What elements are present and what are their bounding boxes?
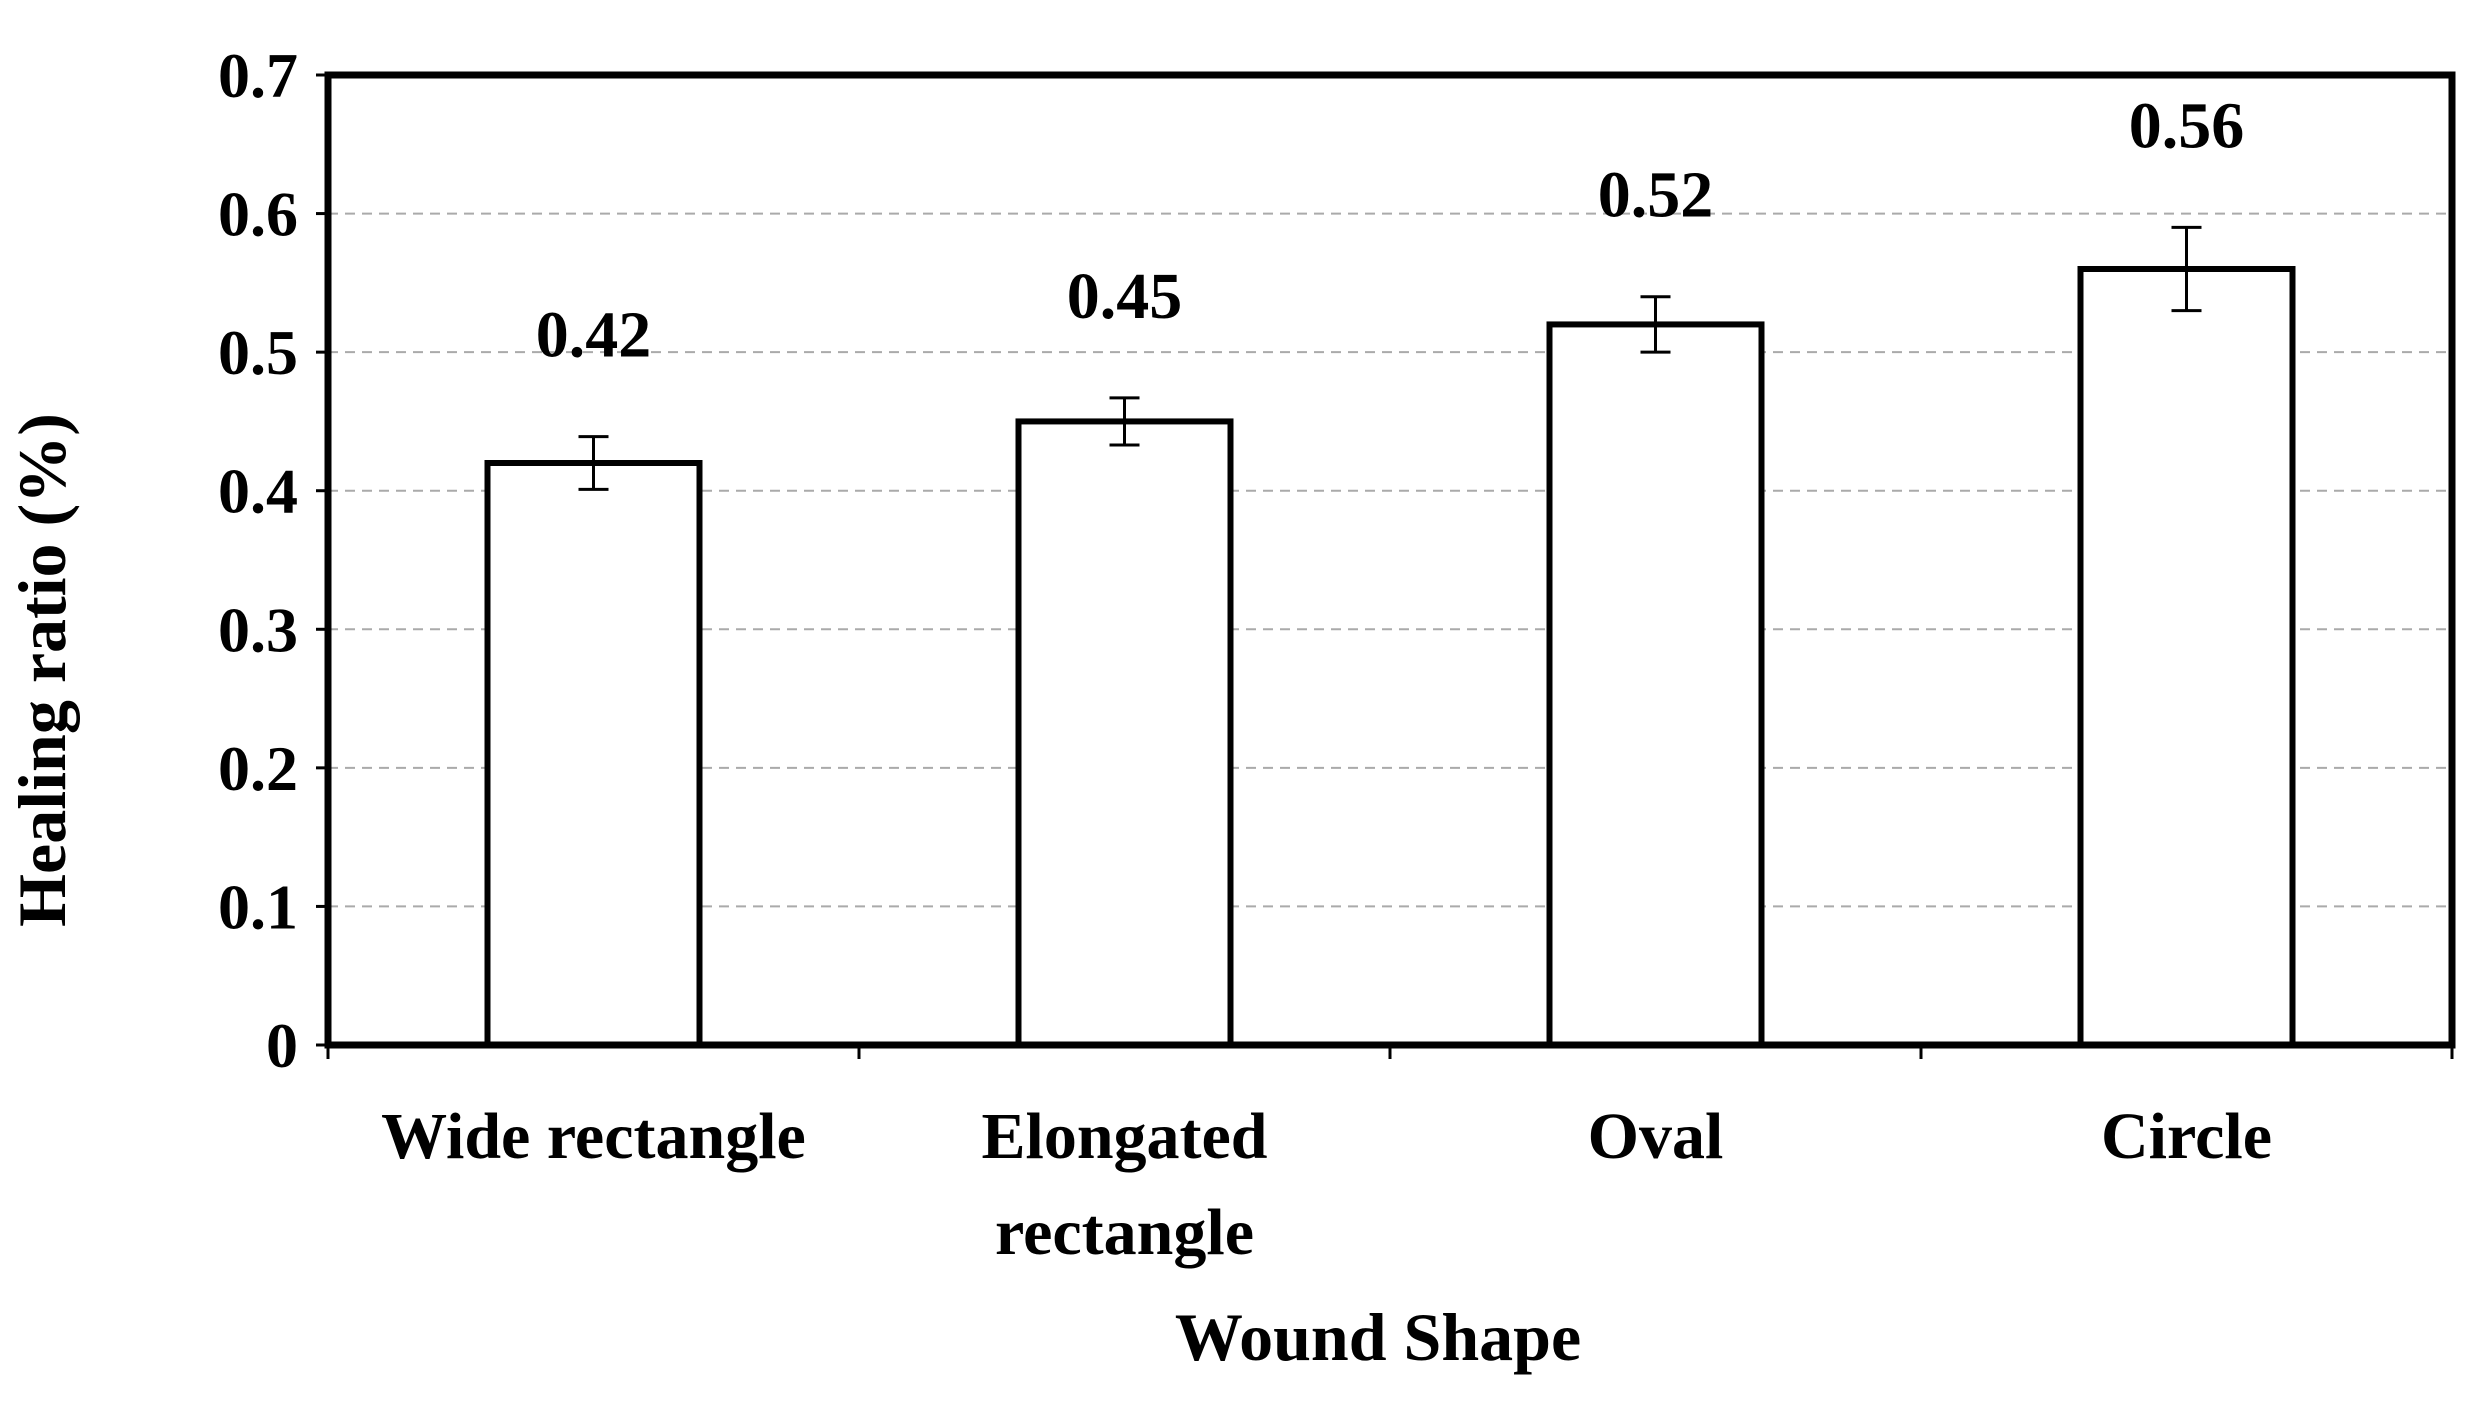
y-axis-ticks: 0 0.1 0.2 0.3 0.4 0.5 0.6 0.7 (218, 40, 328, 1081)
data-label: 0.42 (536, 299, 652, 372)
y-tick-label: 0.3 (218, 594, 298, 665)
y-tick-label: 0.5 (218, 317, 298, 388)
x-axis-ticks: Wide rectangle Elongated rectangle Oval Circ… (326, 1045, 2454, 1269)
bar (1546, 321, 1765, 1048)
bar (1015, 418, 1234, 1048)
y-axis-title: Healing ratio (%) (4, 413, 80, 927)
x-tick-label: Elongated (981, 1100, 1267, 1173)
y-tick-label: 0 (266, 1010, 298, 1081)
y-tick-label: 0.7 (218, 40, 298, 111)
bars (484, 266, 2296, 1048)
x-tick-label: rectangle (995, 1196, 1254, 1269)
y-tick-label: 0.1 (218, 871, 298, 942)
data-label: 0.45 (1067, 260, 1183, 333)
x-tick-label: Oval (1588, 1100, 1724, 1173)
x-tick-label: Wide rectangle (381, 1100, 806, 1173)
error-bars (578, 225, 2202, 491)
x-tick-label: Circle (2101, 1100, 2272, 1173)
bar (484, 460, 703, 1048)
y-tick-label: 0.6 (218, 179, 298, 250)
data-labels: 0.42 0.45 0.52 0.56 (536, 89, 2245, 371)
bar (2077, 266, 2296, 1048)
x-axis-title: Wound Shape (1175, 1299, 1581, 1375)
y-tick-label: 0.2 (218, 733, 298, 804)
data-label: 0.52 (1598, 159, 1714, 232)
y-tick-label: 0.4 (218, 456, 298, 527)
data-label: 0.56 (2129, 89, 2245, 162)
